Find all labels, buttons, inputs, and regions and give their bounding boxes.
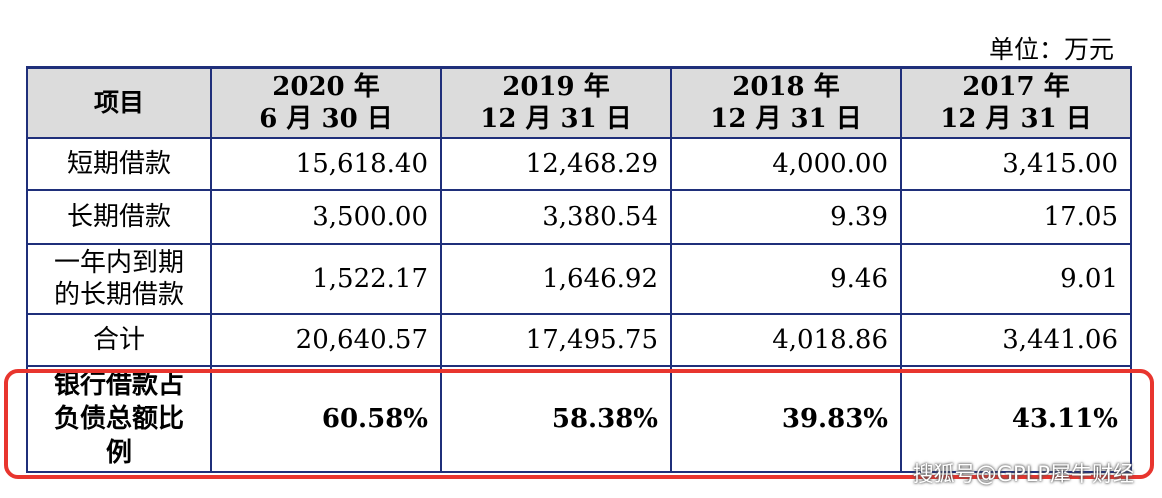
unit-label: 单位：万元 bbox=[988, 35, 1114, 64]
row-label: 合计 bbox=[26, 313, 212, 367]
cell-value: 4,018.86 bbox=[670, 313, 902, 367]
header-date: 6 月 30 日 bbox=[259, 104, 393, 134]
header-date: 12 月 31 日 bbox=[940, 104, 1092, 134]
header-date: 12 月 31 日 bbox=[480, 104, 632, 134]
cell-value: 9.46 bbox=[670, 243, 902, 315]
header-col-2017: 2017 年 12 月 31 日 bbox=[900, 66, 1132, 139]
row-label-line: 一年内到期 bbox=[53, 248, 184, 278]
header-year: 2019 年 bbox=[502, 72, 610, 102]
row-label-line: 银行借款占 bbox=[53, 370, 184, 400]
cell-value: 60.58% bbox=[210, 365, 442, 473]
header-year: 2020 年 bbox=[272, 72, 380, 102]
header-year: 2017 年 bbox=[962, 72, 1070, 102]
row-label-line: 的长期借款 bbox=[53, 280, 184, 310]
cell-value: 9.01 bbox=[900, 243, 1132, 315]
cell-value: 1,522.17 bbox=[210, 243, 442, 315]
table-row-current-long-term-loans: 一年内到期 的长期借款 1,522.17 1,646.92 9.46 9.01 bbox=[26, 243, 1132, 315]
cell-value: 15,618.40 bbox=[210, 137, 442, 191]
header-item: 项目 bbox=[26, 66, 212, 139]
header-col-2018: 2018 年 12 月 31 日 bbox=[670, 66, 902, 139]
cell-value: 3,380.54 bbox=[440, 189, 672, 245]
cell-value: 3,415.00 bbox=[900, 137, 1132, 191]
table-row-total: 合计 20,640.57 17,495.75 4,018.86 3,441.06 bbox=[26, 313, 1132, 367]
header-col-2019: 2019 年 12 月 31 日 bbox=[440, 66, 672, 139]
cell-value: 3,441.06 bbox=[900, 313, 1132, 367]
cell-value: 3,500.00 bbox=[210, 189, 442, 245]
cell-value: 12,468.29 bbox=[440, 137, 672, 191]
cell-value: 39.83% bbox=[670, 365, 902, 473]
cell-value: 20,640.57 bbox=[210, 313, 442, 367]
row-label-line: 例 bbox=[105, 438, 132, 468]
row-label: 一年内到期 的长期借款 bbox=[26, 243, 212, 315]
row-label: 银行借款占负债总额比例 bbox=[26, 365, 212, 473]
header-date: 12 月 31 日 bbox=[710, 104, 862, 134]
cell-value: 17,495.75 bbox=[440, 313, 672, 367]
cell-value: 43.11% bbox=[900, 365, 1132, 473]
cell-value: 4,000.00 bbox=[670, 137, 902, 191]
row-label: 长期借款 bbox=[26, 189, 212, 245]
highlight-box bbox=[4, 369, 1154, 479]
row-label-line: 负债总额比 bbox=[53, 404, 184, 434]
watermark: 搜狐号@GPLP犀牛财经 bbox=[912, 462, 1134, 486]
table-row-long-term-loans: 长期借款 3,500.00 3,380.54 9.39 17.05 bbox=[26, 189, 1132, 245]
cell-value: 58.38% bbox=[440, 365, 672, 473]
table-row-loan-ratio: 银行借款占负债总额比例 60.58% 58.38% 39.83% 43.11% bbox=[26, 365, 1132, 473]
cell-value: 17.05 bbox=[900, 189, 1132, 245]
cell-value: 9.39 bbox=[670, 189, 902, 245]
cell-value: 1,646.92 bbox=[440, 243, 672, 315]
row-label: 短期借款 bbox=[26, 137, 212, 191]
table-row-short-term-loans: 短期借款 15,618.40 12,468.29 4,000.00 3,415.… bbox=[26, 137, 1132, 191]
header-year: 2018 年 bbox=[732, 72, 840, 102]
